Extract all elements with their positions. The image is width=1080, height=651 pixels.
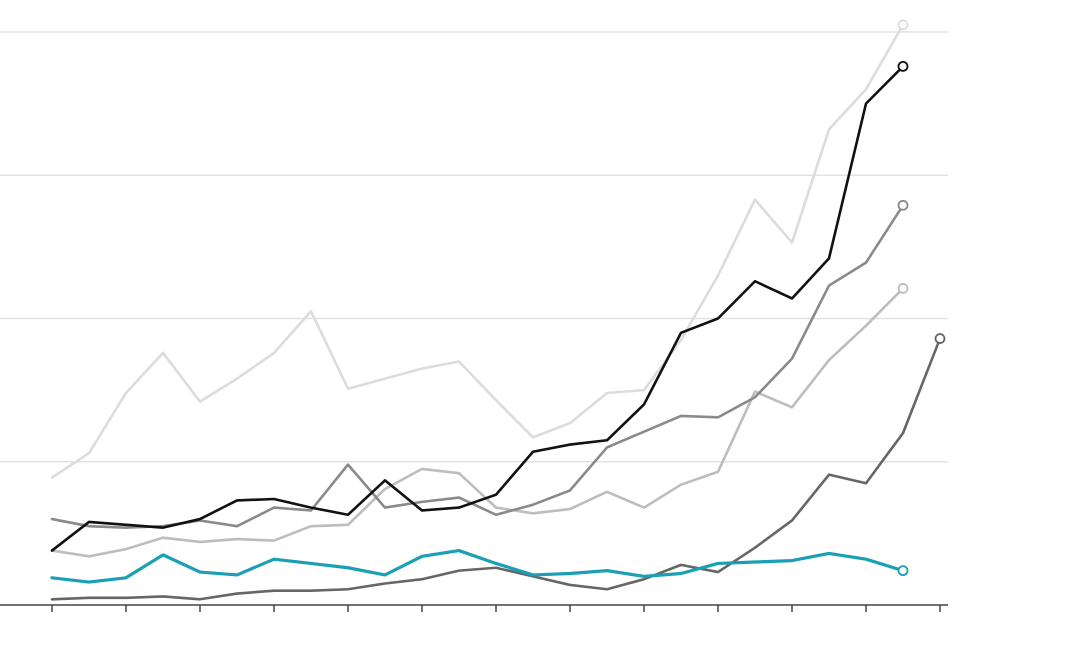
- series-line: [50, 548, 905, 584]
- end-marker: [897, 19, 909, 31]
- end-marker: [934, 333, 946, 344]
- end-marker: [897, 199, 909, 211]
- series-line: [50, 287, 905, 558]
- end-marker: [897, 60, 909, 72]
- series-line: [50, 23, 905, 479]
- series-line: [50, 204, 905, 529]
- end-marker: [897, 283, 909, 294]
- end-marker: [897, 565, 909, 577]
- series-line: [50, 337, 942, 601]
- series-line: [50, 65, 905, 552]
